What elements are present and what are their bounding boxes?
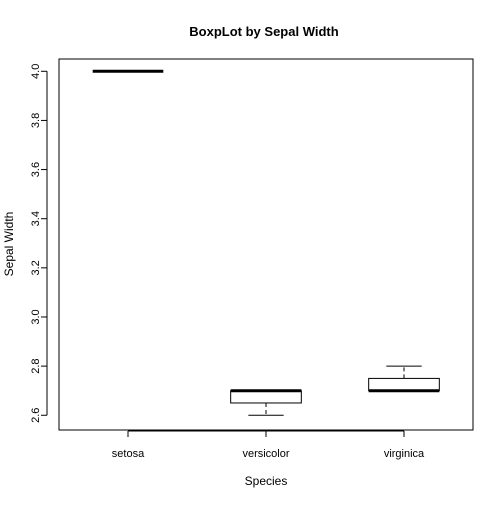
x-axis: setosa versicolor virginica: [112, 430, 425, 460]
y-tick-label: 3.6: [30, 162, 42, 177]
y-tick-label: 2.6: [30, 408, 42, 423]
box-versicolor: [230, 389, 302, 416]
boxes: [92, 69, 440, 416]
y-tick-label: 3.0: [30, 309, 42, 324]
x-tick-label-virginica: virginica: [384, 448, 425, 460]
box-virginica: [368, 365, 440, 393]
box-body: [368, 377, 440, 392]
chart-title: BoxpLot by Sepal Width: [189, 24, 338, 39]
y-axis-label: Sepal Width: [2, 212, 16, 277]
y-axis: 2.6 2.8 3.0 3.2 3.4 3.6 3.8 4.0: [30, 64, 48, 423]
y-tick-label: 3.2: [30, 260, 42, 275]
y-tick-label: 4.0: [30, 64, 42, 79]
box-body: [230, 390, 302, 404]
plot-frame: [58, 58, 474, 431]
x-tick-label-setosa: setosa: [112, 448, 145, 460]
x-axis-label: Species: [245, 474, 288, 488]
y-tick-label: 3.4: [30, 211, 42, 226]
y-tick-label: 2.8: [30, 358, 42, 373]
x-tick-label-versicolor: versicolor: [242, 448, 289, 460]
y-tick-label: 3.8: [30, 113, 42, 128]
